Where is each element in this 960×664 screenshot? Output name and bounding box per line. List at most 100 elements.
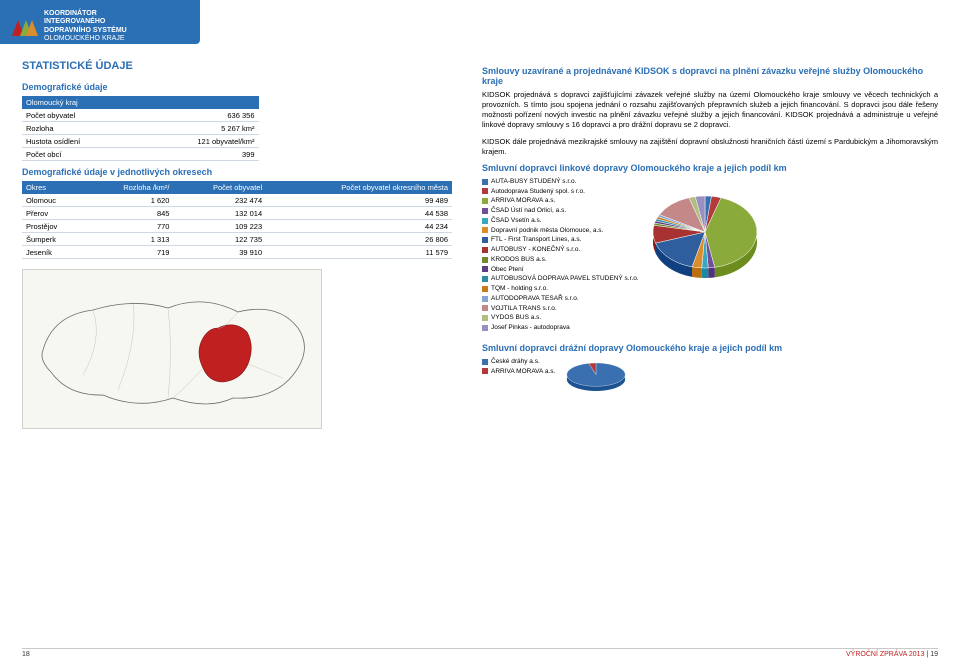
logo-text: KOORDINÁTOR INTEGROVANÉHO DOPRAVNÍHO SYS…: [44, 10, 127, 44]
chart1-legend: AUTA-BUSY STUDENÝ s.r.o.Autodoprava Stud…: [482, 177, 639, 333]
table-kraj-header: Olomoucký kraj: [22, 96, 259, 109]
legend-swatch: [482, 266, 488, 272]
legend-label: Obec Ptení: [491, 265, 524, 275]
table-row: Přerov845132 01444 538: [22, 207, 452, 220]
col-header: Rozloha /km²/: [86, 181, 174, 194]
table-kraj: Olomoucký kraj Počet obyvatel636 356Rozl…: [22, 96, 259, 161]
paragraph-1: KIDSOK projednává s dopravci zajišťující…: [482, 90, 938, 131]
legend-swatch: [482, 188, 488, 194]
legend-item: FTL - First Transport Lines, a.s.: [482, 235, 639, 245]
legend-label: České dráhy a.s.: [491, 357, 540, 367]
logo-line: INTEGROVANÉHO: [44, 18, 127, 26]
cell: 44 234: [266, 220, 452, 233]
legend-item: Obec Ptení: [482, 265, 639, 275]
legend-item: Autodoprava Studený spol. s r.o.: [482, 187, 639, 197]
legend-label: AUTOBUSOVÁ DOPRAVA PAVEL STUDENÝ s.r.o.: [491, 274, 639, 284]
chart2-pie: [561, 357, 631, 397]
legend-swatch: [482, 325, 488, 331]
legend-label: ARRIVA MORAVA a.s.: [491, 196, 555, 206]
legend-item: VYDOS BUS a.s.: [482, 313, 639, 323]
legend-swatch: [482, 198, 488, 204]
legend-swatch: [482, 359, 488, 365]
legend-item: Josef Pinkas - autodoprava: [482, 323, 639, 333]
cell: 5 267 km²: [138, 122, 259, 135]
cell: 636 356: [138, 109, 259, 122]
legend-swatch: [482, 296, 488, 302]
legend-swatch: [482, 208, 488, 214]
cell: 399: [138, 148, 259, 161]
legend-item: ARRIVA MORAVA a.s.: [482, 196, 639, 206]
logo-line: DOPRAVNÍHO SYSTÉMU: [44, 27, 127, 35]
legend-label: AUTA-BUSY STUDENÝ s.r.o.: [491, 177, 576, 187]
legend-item: KRODOS BUS a.s.: [482, 255, 639, 265]
legend-label: AUTODOPRAVA TESAŘ s.r.o.: [491, 294, 579, 304]
cell: Hustota osídlení: [22, 135, 138, 148]
legend-swatch: [482, 257, 488, 263]
cell: Jeseník: [22, 246, 86, 259]
table-row: Jeseník71939 91011 579: [22, 246, 452, 259]
legend-swatch: [482, 286, 488, 292]
footer-report: VÝROČNÍ ZPRÁVA 2013: [846, 651, 924, 658]
right-column: Smlouvy uzavírané a projednávané KIDSOK …: [482, 60, 938, 640]
cell: 132 014: [173, 207, 266, 220]
legend-swatch: [482, 247, 488, 253]
legend-swatch: [482, 227, 488, 233]
cell: 770: [86, 220, 174, 233]
legend-label: ARRIVA MORAVA a.s.: [491, 367, 555, 377]
legend-label: Autodoprava Studený spol. s r.o.: [491, 187, 585, 197]
legend-item: AUTOBUSY - KONEČNÝ s.r.o.: [482, 245, 639, 255]
paragraph-2: KIDSOK dále projednává mezikrajské smlou…: [482, 137, 938, 157]
cell: 719: [86, 246, 174, 259]
cell: Počet obyvatel: [22, 109, 138, 122]
map-czech-republic: [22, 269, 322, 429]
chart2-title: Smluvní dopravci drážní dopravy Olomouck…: [482, 343, 938, 353]
cell: 121 obyvatel/km²: [138, 135, 259, 148]
cell: 122 735: [173, 233, 266, 246]
legend-item: AUTA-BUSY STUDENÝ s.r.o.: [482, 177, 639, 187]
legend-label: Dopravní podnik města Olomouce, a.s.: [491, 226, 603, 236]
cell: Počet obcí: [22, 148, 138, 161]
legend-label: ČSAD Ústí nad Orlicí, a.s.: [491, 206, 566, 216]
cell: Rozloha: [22, 122, 138, 135]
chart1-pie: [645, 177, 765, 297]
legend-label: Josef Pinkas - autodoprava: [491, 323, 570, 333]
map-svg: [23, 270, 323, 430]
legend-item: České dráhy a.s.: [482, 357, 555, 367]
legend-item: Dopravní podnik města Olomouce, a.s.: [482, 226, 639, 236]
cell: Šumperk: [22, 233, 86, 246]
cell: 232 474: [173, 194, 266, 207]
legend-swatch: [482, 368, 488, 374]
footer-page-left: 18: [22, 651, 30, 658]
header-logo: KOORDINÁTOR INTEGROVANÉHO DOPRAVNÍHO SYS…: [10, 10, 127, 44]
table-row: Prostějov770109 22344 234: [22, 220, 452, 233]
footer-page-right: 19: [930, 651, 938, 658]
legend-label: FTL - First Transport Lines, a.s.: [491, 235, 581, 245]
legend-label: VYDOS BUS a.s.: [491, 313, 541, 323]
chart1-title: Smluvní dopravci linkové dopravy Olomouc…: [482, 163, 938, 173]
col-header: Počet obyvatel: [173, 181, 266, 194]
cell: 1 620: [86, 194, 174, 207]
legend-label: AUTOBUSY - KONEČNÝ s.r.o.: [491, 245, 580, 255]
page-title: STATISTICKÉ ÚDAJE: [22, 60, 452, 72]
chart2-block: České dráhy a.s.ARRIVA MORAVA a.s.: [482, 357, 938, 397]
cell: 109 223: [173, 220, 266, 233]
legend-swatch: [482, 276, 488, 282]
legend-label: VOJTILA TRANS s.r.o.: [491, 304, 557, 314]
legend-swatch: [482, 305, 488, 311]
cell: 26 806: [266, 233, 452, 246]
legend-swatch: [482, 218, 488, 224]
table-row: Počet obyvatel636 356: [22, 109, 259, 122]
cell: Přerov: [22, 207, 86, 220]
cell: 1 313: [86, 233, 174, 246]
table-row: Počet obcí399: [22, 148, 259, 161]
footer-right: VÝROČNÍ ZPRÁVA 2013 | 19: [846, 651, 938, 658]
section-okresy-title: Demografické údaje v jednotlivých okrese…: [22, 167, 452, 177]
table-row: Rozloha5 267 km²: [22, 122, 259, 135]
section-demografie-title: Demografické údaje: [22, 82, 452, 92]
legend-item: TQM - holding s.r.o.: [482, 284, 639, 294]
legend-label: TQM - holding s.r.o.: [491, 284, 548, 294]
chart1-block: AUTA-BUSY STUDENÝ s.r.o.Autodoprava Stud…: [482, 177, 938, 333]
cell: Prostějov: [22, 220, 86, 233]
legend-label: KRODOS BUS a.s.: [491, 255, 547, 265]
table-okresy: OkresRozloha /km²/Počet obyvatelPočet ob…: [22, 181, 452, 259]
